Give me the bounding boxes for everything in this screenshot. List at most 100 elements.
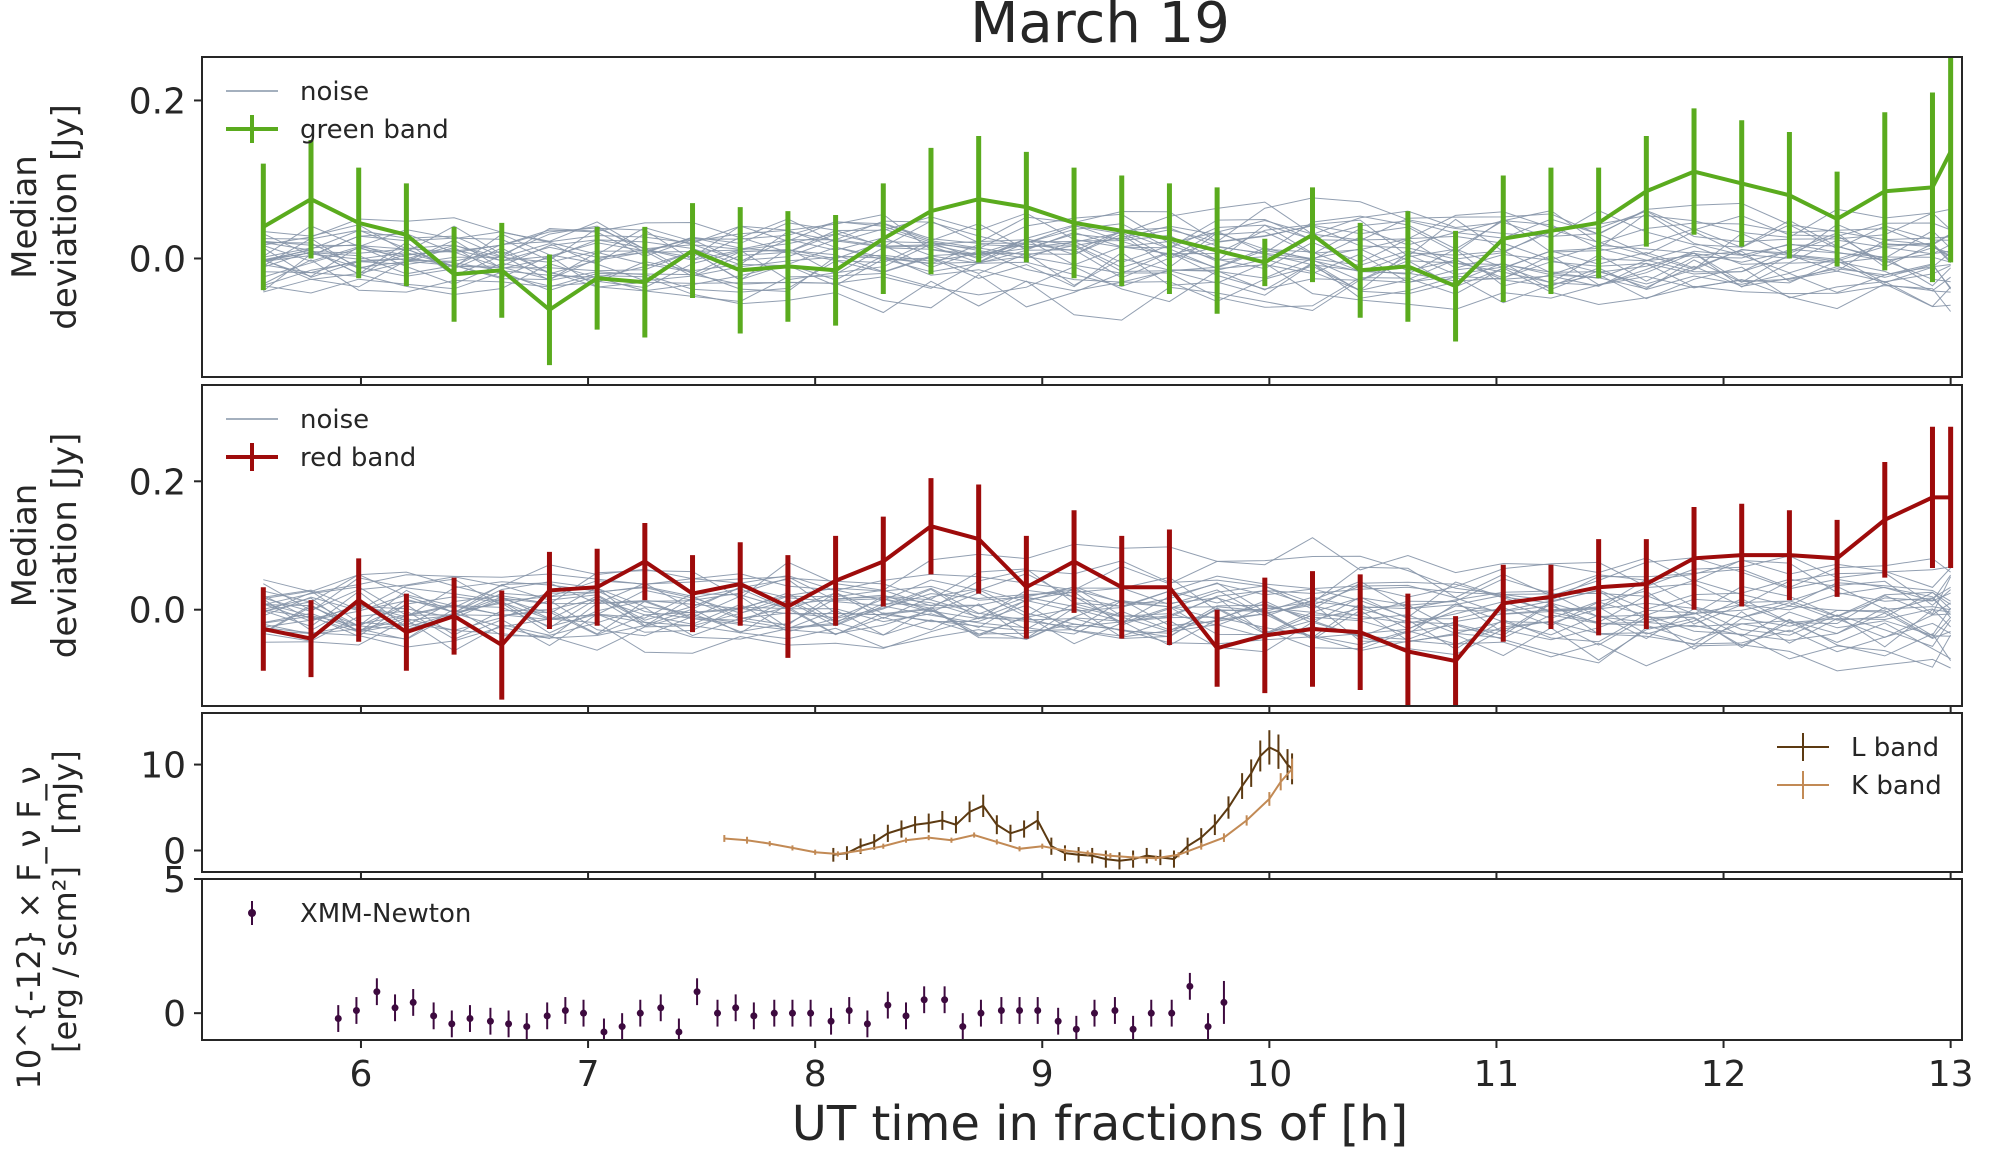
x-tick-label: 6: [350, 1054, 373, 1095]
data-point: [409, 998, 417, 1006]
data-point: [373, 988, 381, 996]
legend-item: red band: [226, 443, 416, 473]
data-point: [807, 1009, 815, 1017]
series-xmm-newton: [334, 972, 1228, 1040]
y-axis-label: 10^{-12} × F_ν: [10, 830, 48, 1090]
y-tick-label: 0.2: [129, 81, 186, 122]
data-point: [1034, 1006, 1042, 1014]
panel-frame: [201, 712, 1963, 873]
data-point: [1072, 1025, 1080, 1033]
plot-area: [260, 57, 1954, 366]
data-point: [1220, 998, 1228, 1006]
data-point: [788, 1009, 796, 1017]
series-line: [724, 768, 1293, 860]
data-point: [920, 996, 928, 1004]
series-red-band: [260, 426, 1954, 706]
x-tick-label: 8: [804, 1054, 827, 1095]
legend-marker: [248, 909, 256, 917]
data-point: [732, 1004, 740, 1012]
data-point: [1186, 982, 1194, 990]
plot-area: [723, 730, 1294, 870]
data-point: [486, 1017, 494, 1025]
plot-area: [260, 426, 1954, 706]
data-point: [1054, 1017, 1062, 1025]
data-point: [977, 1009, 985, 1017]
data-point: [561, 1006, 569, 1014]
data-point: [543, 1012, 551, 1020]
legend-label: noise: [300, 77, 369, 107]
series-line: [833, 746, 1293, 862]
panel-red: 0.0 0.2 Median deviation [Jy] noise red band: [5, 384, 1963, 714]
data-point: [1090, 1009, 1098, 1017]
y-tick-label: 0.2: [129, 462, 186, 503]
series-k-band: [723, 758, 1294, 861]
plot-area: [334, 972, 1228, 1040]
x-tick-label: 11: [1474, 1054, 1520, 1095]
y-tick-label: 0.0: [129, 591, 186, 632]
data-point: [959, 1023, 967, 1031]
x-tick-label: 9: [1031, 1054, 1054, 1095]
data-point: [902, 1012, 910, 1020]
data-point: [448, 1020, 456, 1028]
legend-item: K band: [1777, 771, 1942, 801]
x-tick-label: 13: [1928, 1054, 1974, 1095]
legend-label: K band: [1851, 771, 1942, 801]
data-point: [1168, 1009, 1176, 1017]
data-point: [1204, 1023, 1212, 1031]
legend-item: XMM-Newton: [248, 899, 471, 929]
legend-label: green band: [300, 115, 449, 145]
data-point: [334, 1015, 342, 1023]
series-l-band: [832, 730, 1294, 870]
data-point: [941, 996, 949, 1004]
data-point: [1147, 1009, 1155, 1017]
y-axis-label: F_ν: [10, 766, 48, 818]
legend-label: red band: [300, 443, 416, 473]
data-point: [505, 1020, 513, 1028]
data-point: [1129, 1025, 1137, 1033]
data-point: [600, 1028, 608, 1036]
data-point: [675, 1028, 683, 1036]
y-axis-label: deviation [Jy]: [45, 104, 85, 330]
y-tick-label: 0: [163, 832, 186, 873]
data-point: [1111, 1006, 1119, 1014]
data-point: [827, 1017, 835, 1025]
legend-item: green band: [226, 115, 449, 145]
legend-item: noise: [226, 77, 369, 107]
y-axis-label: Median: [5, 484, 45, 608]
data-point: [657, 1004, 665, 1012]
noise-line: [263, 605, 1951, 672]
data-point: [693, 988, 701, 996]
figure-title: March 19: [970, 0, 1230, 56]
x-tick-label: 12: [1701, 1054, 1747, 1095]
x-tick-label: 7: [577, 1054, 600, 1095]
panel-frame: [201, 56, 1963, 378]
y-tick-label: 0.0: [129, 239, 186, 280]
panel-fnu: 0 10 F_ν[mJy] L band K band: [10, 712, 1963, 880]
data-point: [997, 1006, 1005, 1014]
data-point: [845, 1006, 853, 1014]
series-green-band: [260, 57, 1954, 366]
data-point: [1016, 1006, 1024, 1014]
data-point: [580, 1009, 588, 1017]
y-tick-label: 5: [163, 860, 186, 901]
y-tick-label: 10: [140, 746, 186, 787]
data-point: [750, 1012, 758, 1020]
panel-frame: [201, 878, 1963, 1041]
data-point: [430, 1012, 438, 1020]
y-axis-label: [erg / scm²]: [46, 866, 84, 1053]
data-point: [863, 1020, 871, 1028]
panel-green: 0.0 0.2 Median deviation [Jy] noise green ban…: [5, 56, 1963, 385]
legend-item: L band: [1777, 733, 1939, 763]
y-axis-label: deviation [Jy]: [45, 433, 85, 659]
y-axis-label: [mJy]: [46, 750, 84, 835]
data-point: [770, 1009, 778, 1017]
data-point: [523, 1023, 531, 1031]
data-point: [636, 1009, 644, 1017]
panel-frame: [201, 384, 1963, 707]
data-point: [618, 1023, 626, 1031]
y-axis-label: Median: [5, 155, 45, 279]
data-point: [714, 1009, 722, 1017]
